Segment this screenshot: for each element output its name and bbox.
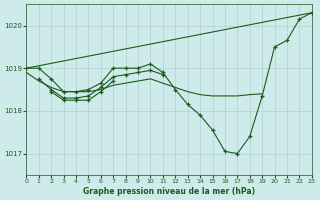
X-axis label: Graphe pression niveau de la mer (hPa): Graphe pression niveau de la mer (hPa) (83, 187, 255, 196)
